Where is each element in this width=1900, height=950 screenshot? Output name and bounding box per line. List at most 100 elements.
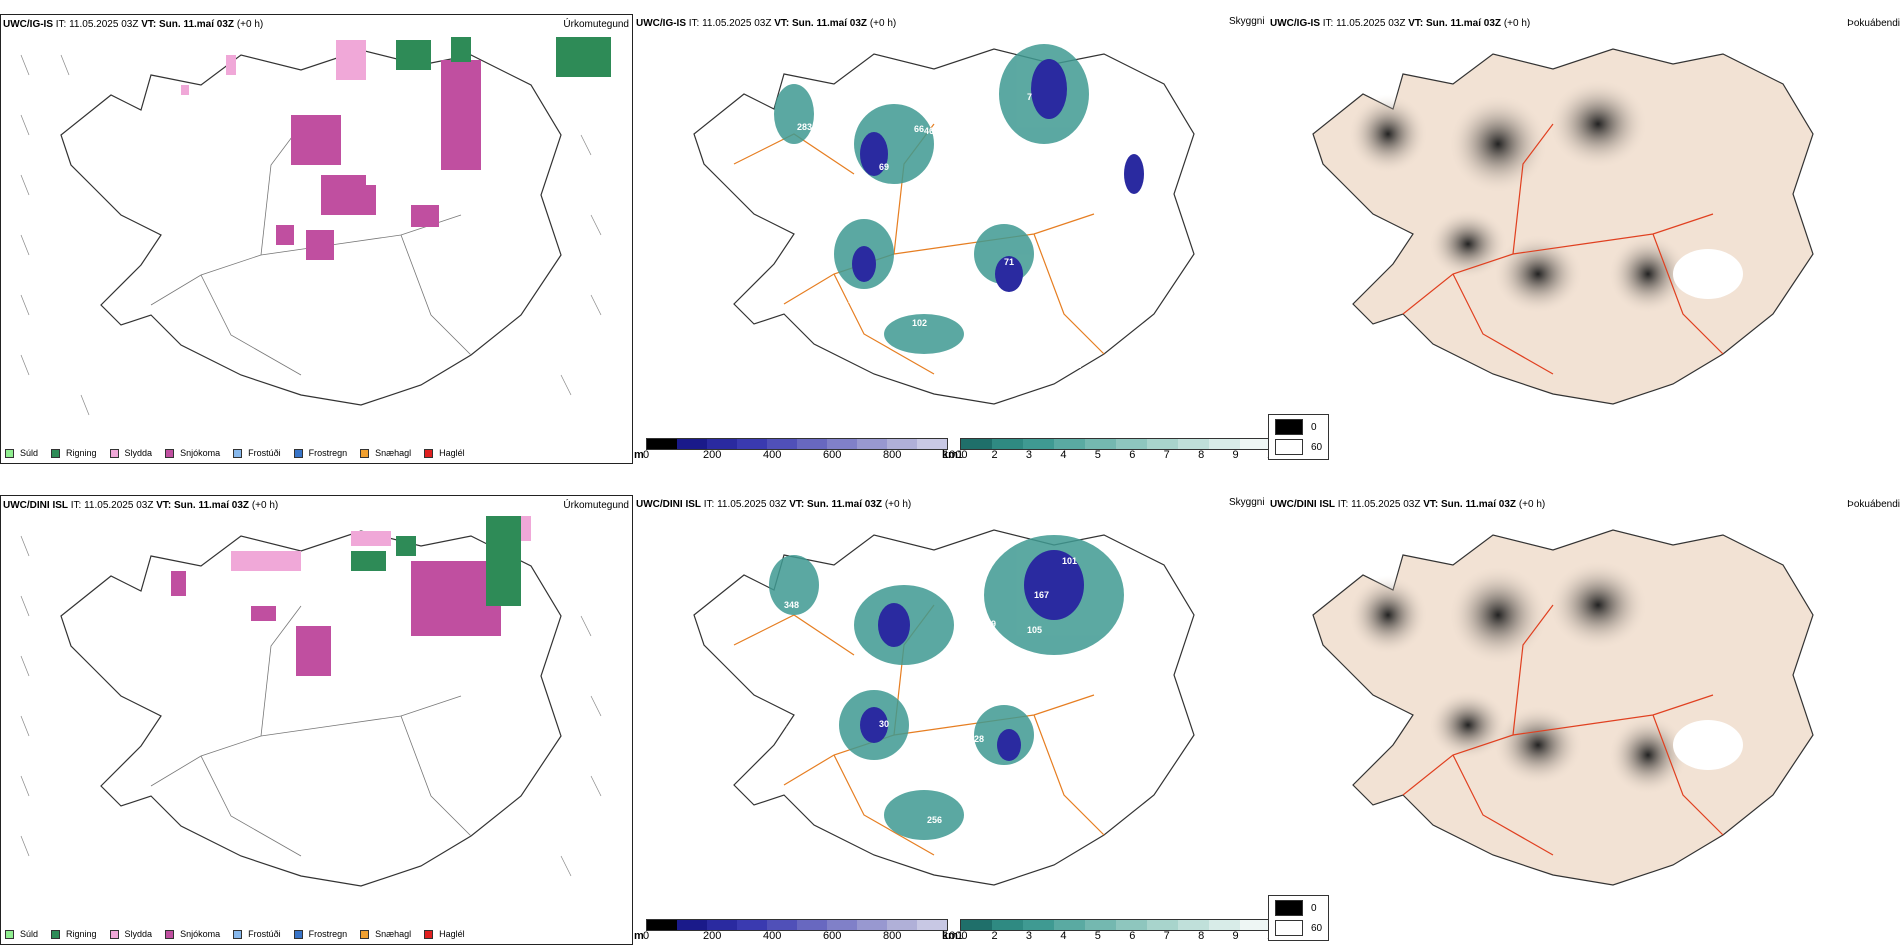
colorbar-segment bbox=[1023, 439, 1054, 449]
visibility-value-label: 101 bbox=[836, 333, 851, 343]
colorbar-tick: 8 bbox=[1198, 930, 1205, 942]
visibility-value-label: 119 bbox=[983, 863, 998, 873]
colorbar-segment bbox=[857, 439, 887, 449]
colorbar-tick: 5 bbox=[1094, 930, 1101, 942]
precip-panel-bottom: UWC/DINI ISL IT: 11.05.2025 03Z VT: Sun.… bbox=[0, 495, 633, 945]
visibility-map: 206 163 136 157 130 94 66 72 77 69 121 101 46 59 32 283… bbox=[693, 44, 1195, 405]
colorbar-tick: 400 bbox=[763, 449, 782, 461]
colorbar-tick: 400 bbox=[763, 930, 782, 942]
colorbar-segment bbox=[1147, 439, 1178, 449]
visibility-value-label: 32 bbox=[1033, 259, 1043, 269]
visibility-value-label: 7 bbox=[1027, 92, 1032, 102]
panel-header: UWC/DINI ISL IT: 11.05.2025 03Z VT: Sun.… bbox=[636, 499, 912, 510]
visibility-map: 266 167 168 80 128 178 348 105 56 199 95 135 101 30 17… bbox=[693, 529, 1195, 886]
visibility-value-label: 167 bbox=[1034, 590, 1049, 600]
visibility-value-label: 74 bbox=[771, 781, 781, 791]
colorbar-segment bbox=[1116, 920, 1147, 930]
colorbar-tick: 7 bbox=[1163, 449, 1170, 461]
visibility-value-label: 96 bbox=[1043, 661, 1053, 671]
visibility-value-label: 80 bbox=[922, 719, 932, 729]
lead-offset: (+0 h) bbox=[236, 19, 264, 30]
colorbar-tick: 200 bbox=[703, 449, 722, 461]
legend-item: Frostregn bbox=[293, 929, 347, 939]
visibility-value-label: 72 bbox=[953, 156, 963, 166]
visibility-value-label: 94 bbox=[810, 365, 820, 375]
precip-map bbox=[20, 37, 611, 416]
colorbar-tick: 9 bbox=[1232, 930, 1239, 942]
valid-time: Sun. 11.maí 03Z bbox=[159, 19, 235, 30]
legend-item: Súld bbox=[5, 929, 38, 939]
colorbar-tick: 4 bbox=[1060, 930, 1067, 942]
visibility-value-label: 77 bbox=[803, 297, 813, 307]
colorbar-tick: 6 bbox=[1129, 930, 1136, 942]
legend-item: Haglél bbox=[424, 929, 465, 939]
legend-item: Slydda bbox=[109, 448, 152, 458]
colorbar-segment bbox=[827, 920, 857, 930]
visibility-value-label: 46 bbox=[924, 126, 934, 136]
visibility-value-label: 157 bbox=[904, 226, 919, 236]
colorbar-segment bbox=[1054, 439, 1085, 449]
visibility-value-label: 163 bbox=[791, 192, 806, 202]
colorbar-segment bbox=[887, 920, 917, 930]
colorbar-tick: 5 bbox=[1094, 449, 1101, 461]
visibility-value-label: 233 bbox=[810, 672, 825, 682]
colorbar-tick: 1000 bbox=[943, 449, 968, 461]
legend-item: Snæhagl bbox=[360, 448, 411, 458]
rain-areas bbox=[396, 37, 611, 77]
visibility-value-label: 18 bbox=[848, 295, 858, 305]
visibility-value-label: 136 bbox=[1138, 678, 1153, 688]
colorbar-segment bbox=[1209, 439, 1240, 449]
visibility-value-label: 329 bbox=[1108, 154, 1123, 164]
precip-legend: Súld Rigning Slydda Snjókoma Frostúði Fr… bbox=[5, 929, 478, 939]
visibility-value-label: 177 bbox=[974, 864, 989, 874]
init-time: IT: 11.05.2025 03Z bbox=[55, 19, 139, 30]
colorbar-segment bbox=[827, 439, 857, 449]
colorbar-segment bbox=[767, 439, 797, 449]
visibility-value-label: 256 bbox=[927, 815, 942, 825]
visibility-value-label: 178 bbox=[813, 704, 828, 714]
colorbar-tick: 200 bbox=[703, 930, 722, 942]
colorbar-tick: 3 bbox=[1025, 930, 1032, 942]
fog-legend: 0 60 bbox=[1268, 414, 1330, 460]
vis-panel-bottom: UWC/DINI ISL IT: 11.05.2025 03Z VT: Sun.… bbox=[634, 495, 1330, 945]
colorbar-tick: 0 bbox=[643, 449, 650, 461]
model-label: UWC/IG-IS bbox=[3, 19, 53, 30]
colorbar-tick: 2 bbox=[991, 449, 998, 461]
sleet-areas bbox=[181, 40, 366, 95]
colorbar-tick: 9 bbox=[1232, 449, 1239, 461]
legend-item: Haglél bbox=[424, 448, 465, 458]
panel-title: Skyggni bbox=[1229, 497, 1265, 508]
colorbar-tick: 1 bbox=[957, 449, 964, 461]
precip-legend: Súld Rigning Slydda Snjókoma Frostúði Fr… bbox=[5, 448, 478, 458]
colorbar-segment bbox=[1240, 439, 1271, 449]
vt-label: VT: bbox=[141, 19, 157, 30]
visibility-value-label: 30 bbox=[879, 719, 889, 729]
colorbar-segment bbox=[797, 439, 827, 449]
colorbar-segment bbox=[1209, 920, 1240, 930]
panel-title: Þokuábendi bbox=[1847, 499, 1900, 510]
visibility-value-label: 69 bbox=[879, 162, 889, 172]
colorbar-segment bbox=[707, 439, 737, 449]
colorbar-tick: 4 bbox=[1060, 449, 1067, 461]
visibility-value-label: 132 bbox=[1143, 182, 1158, 192]
visibility-value-label: 815 bbox=[803, 705, 818, 715]
fog-panel-top: UWC/IG-IS IT: 11.05.2025 03Z VT: Sun. 11… bbox=[1268, 14, 1900, 464]
colorbar-segment bbox=[1147, 920, 1178, 930]
colorbar-segment bbox=[1054, 920, 1085, 930]
colorbar-tick: 600 bbox=[823, 449, 842, 461]
visibility-value-label: 99 bbox=[916, 191, 926, 201]
colorbar-segment bbox=[677, 920, 707, 930]
visibility-value-label: 266 bbox=[887, 551, 902, 561]
visibility-value-label: 348 bbox=[784, 600, 799, 610]
visibility-value-label: 212 bbox=[912, 209, 927, 219]
colorbar-segment bbox=[917, 920, 947, 930]
visibility-value-label: 56 bbox=[786, 725, 796, 735]
visibility-value-label: 42 bbox=[844, 765, 854, 775]
colorbar-segment bbox=[647, 920, 677, 930]
panel-header: UWC/IG-IS IT: 11.05.2025 03Z VT: Sun. 11… bbox=[1270, 18, 1531, 29]
visibility-value-label: 105 bbox=[1027, 625, 1042, 635]
legend-item: Snjókoma bbox=[165, 448, 220, 458]
panel-header: UWC/IG-IS IT: 11.05.2025 03Z VT: Sun. 11… bbox=[636, 18, 897, 29]
colorbar-segment bbox=[1085, 439, 1116, 449]
visibility-value-label: 61 bbox=[1071, 360, 1081, 370]
